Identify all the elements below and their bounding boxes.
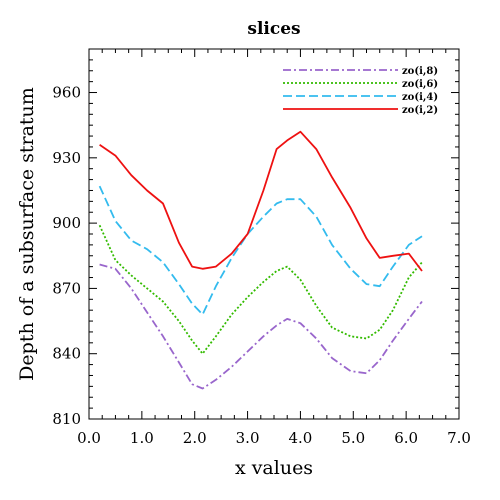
legend-label-1: zo(i,8) (402, 66, 438, 77)
series-line-1 (99, 263, 423, 390)
series-lines (98, 130, 423, 390)
legend: zo(i,8) zo(i,6) zo(i,4) zo(i,2) (283, 66, 438, 116)
y-axis-label: Depth of a subsurface stratum (16, 87, 38, 381)
x-tick-label: 4.0 (288, 429, 312, 447)
series-line-4 (99, 130, 423, 272)
y-tick-label: 960 (52, 84, 81, 102)
legend-label-2: zo(i,6) (402, 79, 438, 90)
x-tick-label: 3.0 (236, 429, 260, 447)
series-line-2 (98, 224, 423, 355)
legend-label-3: zo(i,4) (402, 92, 438, 103)
x-tick-label: 7.0 (447, 429, 471, 447)
x-tick-label: 1.0 (130, 429, 154, 447)
y-tick-label: 900 (52, 214, 81, 232)
tick-labels: 0.0 1.0 2.0 3.0 4.0 5.0 6.0 7.0 810 840 870 900 930 9… (52, 84, 471, 447)
chart-title: slices (247, 19, 300, 39)
x-tick-label: 0.0 (77, 429, 101, 447)
x-axis-label: x values (235, 457, 313, 479)
legend-label-4: zo(i,2) (402, 105, 438, 116)
y-tick-label: 810 (52, 410, 81, 428)
series-line-3 (98, 185, 423, 316)
tick-marks (88, 48, 460, 420)
y-tick-label: 840 (52, 345, 81, 363)
x-tick-label: 6.0 (394, 429, 418, 447)
y-tick-label: 870 (52, 279, 81, 297)
x-tick-label: 2.0 (183, 429, 207, 447)
x-tick-label: 5.0 (341, 429, 365, 447)
y-tick-label: 930 (52, 149, 81, 167)
plot-frame (88, 48, 460, 420)
